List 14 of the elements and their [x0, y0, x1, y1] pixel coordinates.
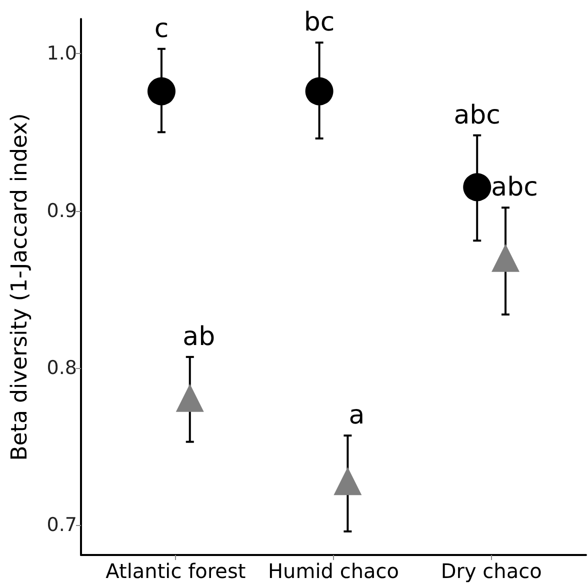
x-tick-label: Atlantic forest	[106, 559, 246, 583]
data-label: c	[154, 14, 169, 44]
x-tick-label: Humid chaco	[268, 559, 399, 583]
data-label: ab	[182, 322, 216, 352]
y-tick-label: 0.8	[46, 356, 77, 379]
y-tick-label: 1.0	[46, 42, 77, 65]
data-label: abc	[491, 172, 538, 203]
x-tick-label: Dry chaco	[440, 559, 542, 583]
y-axis-title: Beta diversity (1-Jaccard index)	[8, 113, 32, 461]
y-tick-label: 0.9	[46, 200, 77, 222]
data-label: a	[348, 400, 365, 431]
y-tick-label: 0.7	[46, 514, 77, 536]
data-label: abc	[454, 100, 500, 130]
data-label: bc	[304, 8, 335, 38]
